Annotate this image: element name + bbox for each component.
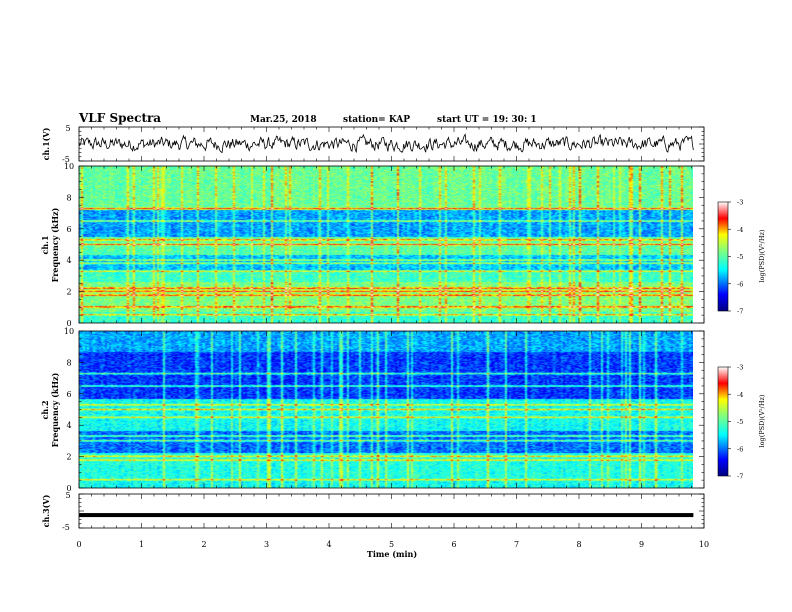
time-axis-tick-label: 3 xyxy=(264,540,269,549)
ch2-colorbar-gradient xyxy=(717,366,729,477)
ch1-spec-ylabel-channel: ch.1 xyxy=(40,235,50,254)
ch2-spectrogram-image xyxy=(79,331,693,488)
ch1-colorbar-label: log(PSD)(V²/Hz) xyxy=(758,229,766,282)
ch1-waveform-frame xyxy=(78,126,705,162)
ch1-colorbar-tick-label: -7 xyxy=(737,308,743,316)
ch1-spectrogram-ticks xyxy=(78,165,705,324)
ch2-colorbar-label: log(PSD)(V²/Hz) xyxy=(758,394,766,447)
ch1-ytick-bottom: -5 xyxy=(62,155,70,164)
time-axis-tick-label: 0 xyxy=(76,540,81,549)
ch3-waveform-line xyxy=(79,513,694,518)
ch2-colorbar-tick-label: -4 xyxy=(737,391,743,399)
ch2-spectrogram-ytick-label: 2 xyxy=(66,453,71,462)
ch1-waveform-ylabel: ch.1(V) xyxy=(41,127,51,160)
date-label: Mar.25, 2018 xyxy=(250,115,317,125)
ch3-waveform-panel: 5 -5 ch.3(V) xyxy=(41,491,705,532)
ch3-waveform-ylabel: ch.3(V) xyxy=(41,494,51,527)
ch1-waveform-ticks xyxy=(78,126,705,162)
time-axis-label: Time (min) xyxy=(367,549,417,559)
ch2-colorbar: -3 -4 -5 -6 -7 log(PSD)(V²/Hz) xyxy=(717,364,766,481)
time-axis-tick-label: 6 xyxy=(451,540,456,549)
time-axis-tick-label: 2 xyxy=(201,540,206,549)
ch1-colorbar-tick-label: -5 xyxy=(737,253,743,261)
ch1-colorbar-tick-label: -4 xyxy=(737,226,743,234)
time-axis-tick-label: 5 xyxy=(389,540,394,549)
ch1-spectrogram-ytick-label: 2 xyxy=(66,288,71,297)
ch2-spectrogram-ytick-label: 4 xyxy=(66,421,71,430)
ch2-spectrogram-ytick-label: 10 xyxy=(64,327,74,336)
ch1-colorbar-tick-label: -6 xyxy=(737,280,743,288)
time-axis-tick-label: 8 xyxy=(576,540,581,549)
figure-title: VLF Spectra xyxy=(78,111,161,125)
ch2-freq-tick-labels: 0 2 4 6 8 10 xyxy=(64,327,74,493)
ch1-spectrogram-ytick-label: 0 xyxy=(66,319,71,328)
ch1-spectrogram-panel: 0 2 4 6 8 10 ch.1 Frequency (kHz) xyxy=(40,162,705,328)
ch1-spectrogram-ytick-label: 4 xyxy=(66,256,71,265)
ch2-spectrogram-ytick-label: 0 xyxy=(66,484,71,493)
ch2-colorbar-tick-label: -6 xyxy=(737,445,743,453)
ch2-spec-ylabel-frequency: Frequency (kHz) xyxy=(50,372,60,447)
station-label: station= KAP xyxy=(343,115,410,125)
ch2-colorbar-tick-label: -3 xyxy=(737,364,743,372)
ch1-colorbar-gradient xyxy=(717,201,729,312)
ch2-colorbar-tick-label: -7 xyxy=(737,473,743,481)
time-axis-tick-label: 7 xyxy=(514,540,519,549)
ch1-colorbar: -3 -4 -5 -6 -7 log(PSD)(V²/Hz) xyxy=(717,199,766,316)
ch3-waveform-frame xyxy=(78,493,705,529)
ch2-spectrogram-ticks xyxy=(78,330,705,489)
ch1-spectrogram-ytick-label: 8 xyxy=(66,193,71,202)
ch2-colorbar-tick-label: -5 xyxy=(737,418,743,426)
ch3-ytick-bottom: -5 xyxy=(62,523,70,532)
ch1-spectrogram-image xyxy=(79,166,693,323)
ch2-spec-ylabel-channel: ch.2 xyxy=(40,400,50,419)
ch1-spec-ylabel-frequency: Frequency (kHz) xyxy=(50,207,60,282)
ch1-spectrogram-ytick-label: 10 xyxy=(64,162,74,171)
ch1-colorbar-tick-label: -3 xyxy=(737,199,743,207)
time-axis-tick-label: 10 xyxy=(699,540,709,549)
ch2-spectrogram-panel: 0 2 4 6 8 10 ch.2 Frequency (kHz) xyxy=(40,327,705,493)
ch3-ytick-top: 5 xyxy=(65,491,70,500)
time-axis-tick-labels: 0 1 2 3 4 5 6 7 8 9 10 xyxy=(76,540,709,549)
time-axis-tick-label: 1 xyxy=(139,540,144,549)
ch2-colorbar-ticks: -3 -4 -5 -6 -7 xyxy=(728,364,743,481)
time-axis-tick-label: 9 xyxy=(639,540,644,549)
ch1-ytick-top: 5 xyxy=(65,124,70,133)
ch1-waveform-panel: 5 -5 ch.1(V) xyxy=(41,124,705,164)
ch1-waveform-line xyxy=(78,133,694,154)
time-axis-tick-label: 4 xyxy=(326,540,331,549)
start-time-label: start UT = 19: 30: 1 xyxy=(437,115,537,125)
ch1-spectrogram-ytick-label: 6 xyxy=(66,225,71,234)
ch1-freq-tick-labels: 0 2 4 6 8 10 xyxy=(64,162,74,328)
ch3-waveform-ticks xyxy=(78,493,705,529)
ch2-spectrogram-ytick-label: 8 xyxy=(66,358,71,367)
ch2-spectrogram-ytick-label: 6 xyxy=(66,390,71,399)
ch1-colorbar-ticks: -3 -4 -5 -6 -7 xyxy=(728,199,743,316)
